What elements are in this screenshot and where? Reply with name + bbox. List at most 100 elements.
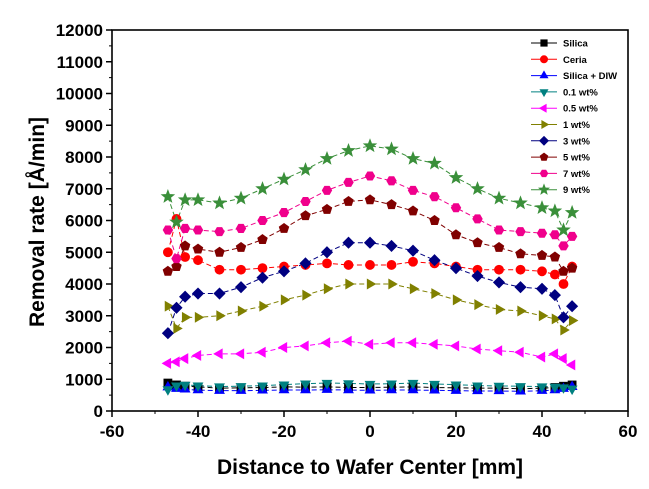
point-0-1-wt-20 [549,383,561,394]
point-0-1-wt-5 [235,383,247,393]
point-7-wt-9 [321,185,333,195]
point-1-wt-12 [388,278,398,290]
legend-item-ceria: Ceria [531,55,587,66]
legend-label-7-wt: 7 wt% [563,169,590,180]
point-0-1-wt-16 [472,382,483,392]
point-ceria-20 [550,269,560,280]
point-ceria-19 [537,266,547,277]
point-5-wt-1 [171,261,182,271]
y-tick-label: 5000 [65,243,103,262]
point-5-wt-20 [549,251,561,262]
point-7-wt-4 [214,227,225,237]
point-0-5-wt-7 [277,342,288,353]
point-5-wt-0 [162,265,174,276]
point-7-wt-8 [300,196,311,206]
point-0-5-wt-1 [170,356,180,368]
legend-label-5-wt: 5 wt% [563,153,590,164]
point-9-wt-16 [470,181,485,195]
y-tick-label: 2000 [65,339,103,358]
y-tick-label: 4000 [65,275,103,294]
y-tick-label: 3000 [65,307,103,326]
point-0-5-wt-11 [363,338,374,350]
y-tick-label: 6000 [65,212,103,231]
point-ceria-12 [386,260,397,270]
point-ceria-6 [257,263,268,274]
point-5-wt-19 [536,249,548,260]
point-9-wt-22 [564,204,580,219]
point-3-wt-14 [428,254,441,267]
point-0-1-wt-13 [407,379,419,390]
point-ceria-5 [236,264,246,275]
legend-item-5-wt: 5 wt% [531,153,590,164]
point-1-wt-22 [568,315,579,326]
series-line-ceria [167,218,573,285]
point-9-wt-13 [405,150,421,165]
point-0-1-wt-11 [364,380,376,391]
series-layer [160,138,580,396]
y-tick-label: 11000 [57,53,103,72]
point-3-wt-8 [299,257,312,270]
point-7-wt-0 [162,225,174,235]
point-5-wt-17 [493,241,505,252]
point-3-wt-17 [492,276,506,289]
point-0-1-wt-19 [536,383,548,393]
point-1-wt-11 [366,278,377,290]
point-0-5-wt-16 [471,343,481,355]
point-3-wt-0 [161,327,174,340]
point-1-wt-8 [302,289,312,301]
point-0-1-wt-18 [515,383,526,393]
point-9-wt-21 [556,222,571,237]
point-ceria-13 [408,256,418,267]
point-0-1-wt-12 [386,380,397,390]
point-9-wt-2 [177,192,193,207]
point-3-wt-10 [342,236,355,249]
y-axis-title: Removal rate [Å/min] [25,117,49,327]
point-1-wt-19 [538,310,549,322]
point-0-5-wt-2 [178,353,189,365]
legend-label-0-5-wt: 0.5 wt% [563,104,598,115]
point-ceria-4 [214,264,225,275]
point-1-wt-2 [181,311,192,323]
point-7-wt-19 [536,228,548,238]
y-tick-label: 1000 [65,370,103,389]
legend-marker-0-1-wt [539,89,549,98]
point-3-wt-19 [535,282,549,295]
point-0-1-wt-6 [257,382,268,392]
legend-marker-ceria [540,55,549,64]
legend-marker-3-wt [539,135,549,146]
point-0-5-wt-17 [492,345,503,357]
legend-item-7-wt: 7 wt% [531,169,590,180]
point-3-wt-3 [191,287,205,300]
point-7-wt-14 [429,192,440,202]
point-0-5-wt-6 [256,346,266,358]
point-1-wt-14 [431,288,441,299]
legend-marker-silica [540,39,548,47]
point-0-1-wt-9 [321,379,333,390]
point-0-5-wt-10 [342,335,352,347]
x-tick-label: -40 [186,422,211,441]
point-3-wt-4 [213,287,226,300]
legend-label-1-wt: 1 wt% [563,120,590,131]
point-5-wt-21 [558,265,569,276]
point-0-1-wt-21 [558,384,569,394]
y-tick-label: 7000 [65,180,103,199]
point-7-wt-22 [566,231,578,241]
point-7-wt-11 [364,171,376,181]
legend-label-9-wt: 9 wt% [563,185,590,196]
point-9-wt-17 [491,190,507,205]
legend-item-0-5-wt: 0.5 wt% [531,103,598,115]
point-9-wt-20 [547,203,563,218]
legend-label-3-wt: 3 wt% [563,136,590,147]
point-3-wt-9 [320,246,334,259]
point-1-wt-17 [495,303,506,315]
point-7-wt-5 [235,223,247,233]
point-7-wt-6 [257,215,268,226]
point-0-5-wt-20 [548,348,559,360]
point-3-wt-12 [385,239,398,252]
point-0-5-wt-4 [213,348,223,360]
point-7-wt-7 [278,208,290,218]
point-9-wt-14 [427,155,442,170]
legend-label-ceria: Ceria [563,55,587,66]
x-tick-label: 40 [533,422,552,441]
